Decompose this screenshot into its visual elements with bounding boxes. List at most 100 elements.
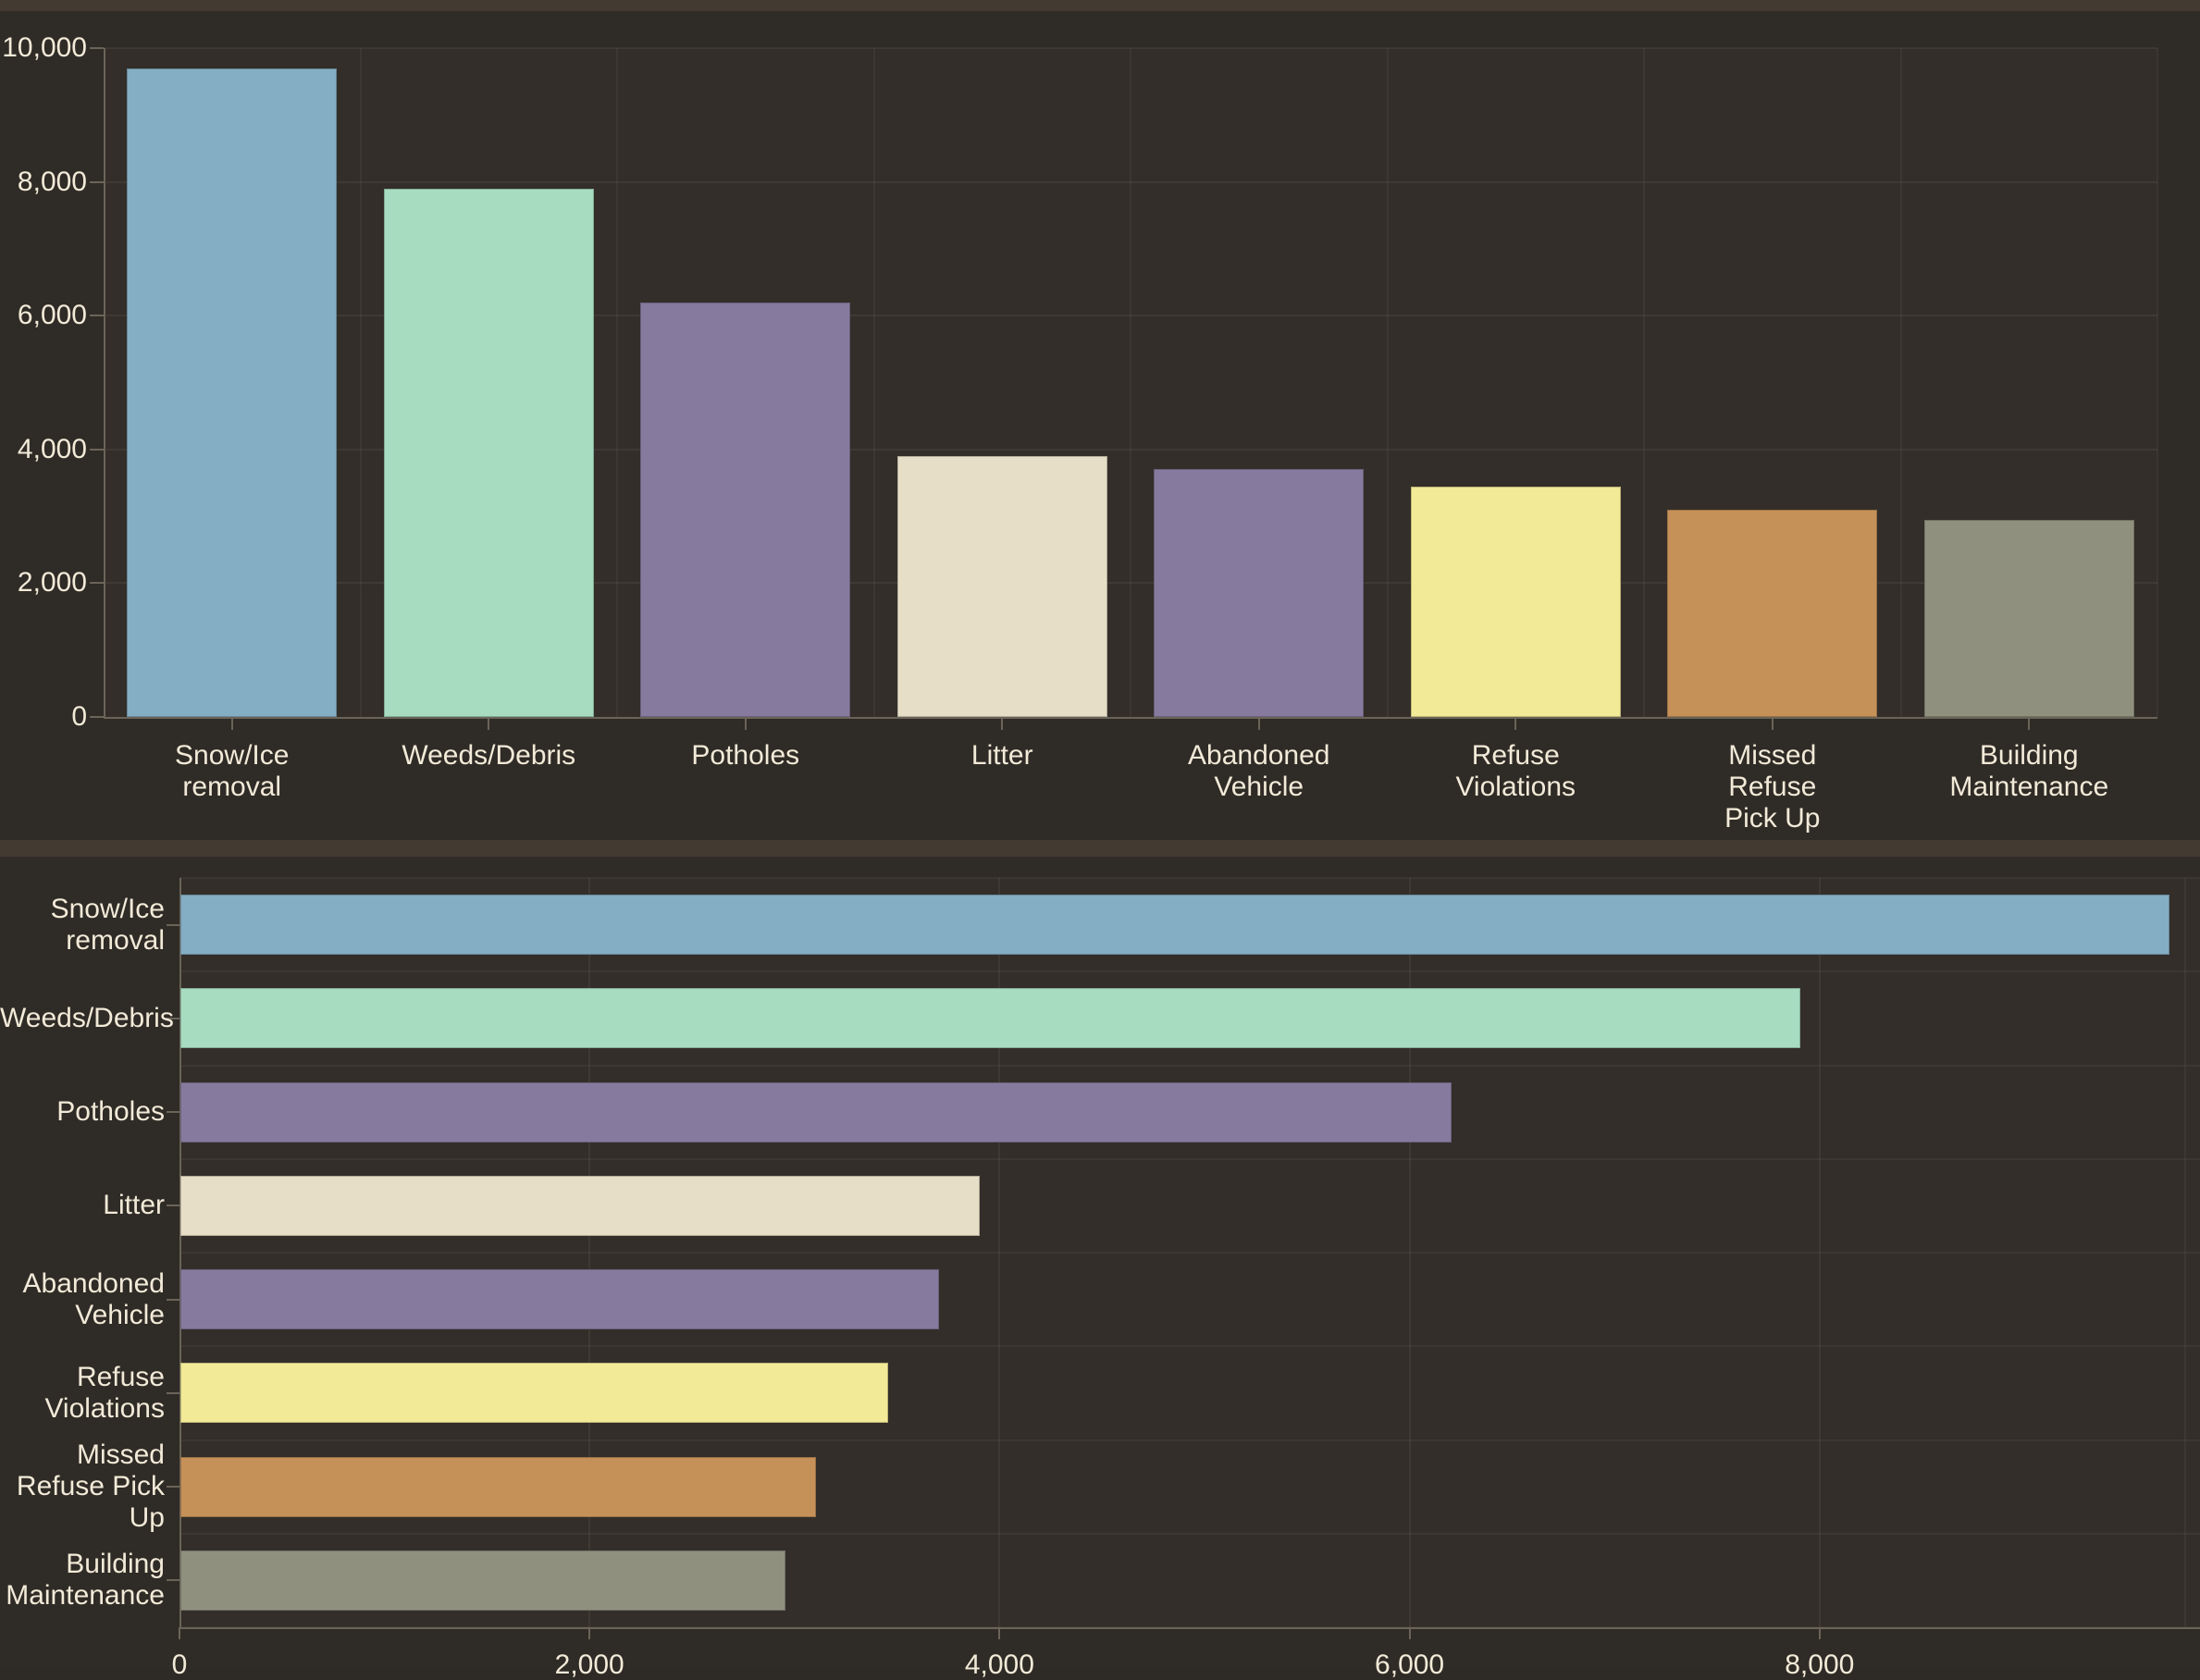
category-label-line: Maintenance: [1949, 772, 2109, 802]
category-label-line: Pick Up: [1724, 803, 1821, 834]
category-label: Refuse Violations: [1390, 740, 1640, 803]
panel-divider: [0, 840, 2200, 857]
x-axis-tick: [588, 1627, 591, 1639]
y-axis-tick-label: 6,000: [17, 300, 87, 331]
bar-missed-refuse-pick-up[interactable]: [180, 1456, 816, 1517]
x-gridline: [1818, 878, 1821, 1627]
y-axis-tick: [90, 315, 104, 317]
top-border-strip: [0, 0, 2200, 11]
row-label-line: Abandoned: [22, 1267, 166, 1299]
x-axis-tick: [1818, 1627, 1821, 1639]
y-axis-tick: [90, 716, 104, 718]
bar-snow-ice-removal[interactable]: [180, 895, 2169, 956]
category-label-line: Building: [1979, 740, 2079, 771]
column-gridline: [1386, 48, 1389, 717]
bar-abandoned-vehicle[interactable]: [1154, 469, 1365, 717]
x-axis-tick: [998, 1627, 1001, 1639]
bar-refuse-violations[interactable]: [180, 1363, 888, 1424]
bar-litter[interactable]: [896, 456, 1107, 717]
category-label-line: Potholes: [691, 740, 800, 771]
y-axis-line: [104, 48, 105, 719]
bar-weeds-debris[interactable]: [180, 988, 1800, 1049]
row-tick: [167, 1579, 179, 1582]
x-axis-line: [179, 1627, 2200, 1629]
category-label: Abandoned Vehicle: [1134, 740, 1384, 803]
bar-building-maintenance[interactable]: [180, 1550, 785, 1611]
x-axis-tick: [1408, 1627, 1411, 1639]
x-gridline: [1408, 878, 1411, 1627]
category-label: Snow/Ice removal: [107, 740, 357, 803]
bar-abandoned-vehicle[interactable]: [180, 1269, 939, 1330]
category-tick: [1257, 717, 1260, 730]
plot-right-edge: [2184, 878, 2186, 1627]
row-label-line: Weeds/Debris: [0, 1002, 174, 1033]
x-axis-tick-label: 8,000: [1785, 1649, 1855, 1680]
category-label-line: Abandoned: [1188, 740, 1330, 771]
category-tick: [1514, 717, 1517, 730]
row-tick: [167, 1017, 179, 1019]
row-gridline: [179, 877, 2200, 879]
x-axis-tick-label: 4,000: [964, 1649, 1034, 1680]
y-axis-tick-label: 8,000: [17, 166, 87, 197]
row-gridline: [179, 1064, 2200, 1067]
row-gridline: [179, 1345, 2200, 1348]
y-axis-tick: [90, 180, 104, 183]
row-label-line: Refuse Pick: [16, 1471, 165, 1502]
x-axis-tick: [179, 1627, 180, 1639]
row-label: Litter: [0, 1190, 165, 1221]
row-gridline: [179, 970, 2200, 973]
category-label: Weeds/Debris: [364, 740, 613, 772]
row-gridline: [179, 1252, 2200, 1254]
bar-building-maintenance[interactable]: [1923, 519, 2134, 717]
column-gridline: [1643, 48, 1645, 717]
row-label: Potholes: [0, 1096, 165, 1128]
row-label-line: Missed: [76, 1439, 165, 1471]
bar-potholes[interactable]: [640, 302, 851, 717]
row-label: Snow/Ice removal: [0, 894, 165, 957]
row-label-line: Maintenance: [6, 1580, 165, 1612]
y-gridline: [104, 315, 2157, 317]
row-tick: [167, 1298, 179, 1301]
bar-missed-refuse-pick-up[interactable]: [1667, 509, 1878, 717]
x-gridline: [998, 878, 1001, 1627]
category-label: Litter: [877, 740, 1127, 772]
y-axis-tick-label: 10,000: [2, 32, 87, 63]
bar-snow-ice-removal[interactable]: [127, 68, 338, 717]
category-tick: [230, 717, 233, 730]
category-tick: [488, 717, 490, 730]
bar-refuse-violations[interactable]: [1410, 486, 1621, 717]
row-label-line: Litter: [103, 1190, 165, 1221]
row-label-line: Violations: [44, 1392, 165, 1424]
row-label: Missed Refuse Pick Up: [0, 1439, 165, 1534]
row-tick: [167, 1204, 179, 1207]
category-label-line: Missed: [1728, 740, 1817, 771]
x-axis-tick-label: 0: [171, 1649, 188, 1680]
row-label-line: Snow/Ice: [50, 893, 165, 924]
bar-weeds-debris[interactable]: [383, 188, 594, 717]
category-label-line: Refuse: [1728, 772, 1817, 802]
row-label: Abandoned Vehicle: [0, 1267, 166, 1331]
x-axis-tick-label: 6,000: [1375, 1649, 1445, 1680]
row-label-line: Refuse: [76, 1361, 165, 1392]
bar-litter[interactable]: [180, 1175, 981, 1236]
y-axis-tick-label: 4,000: [17, 433, 87, 464]
y-axis-tick: [90, 448, 104, 451]
row-label: Building Maintenance: [0, 1549, 165, 1612]
y-axis-line: [179, 878, 181, 1627]
category-label-line: Snow/Ice: [175, 740, 290, 771]
column-gridline: [1130, 48, 1131, 717]
x-axis-tick-label: 2,000: [554, 1649, 624, 1680]
row-label: Weeds/Debris: [0, 1002, 174, 1034]
category-label: Potholes: [621, 740, 871, 772]
row-tick: [167, 1111, 179, 1114]
row-label-line: Vehicle: [75, 1299, 165, 1330]
row-label-line: removal: [66, 924, 165, 956]
category-tick: [2028, 717, 2031, 730]
y-axis-tick: [90, 582, 104, 585]
column-gridline: [359, 48, 362, 717]
category-label: Building Maintenance: [1904, 740, 2154, 803]
y-axis-tick: [90, 47, 104, 49]
column-gridline: [1899, 48, 1902, 717]
horizontal-bar-chart-panel: 0 2,000 4,000 6,000 8,000 Snow/Ice removal Weed…: [0, 857, 2200, 1679]
bar-potholes[interactable]: [180, 1081, 1452, 1143]
